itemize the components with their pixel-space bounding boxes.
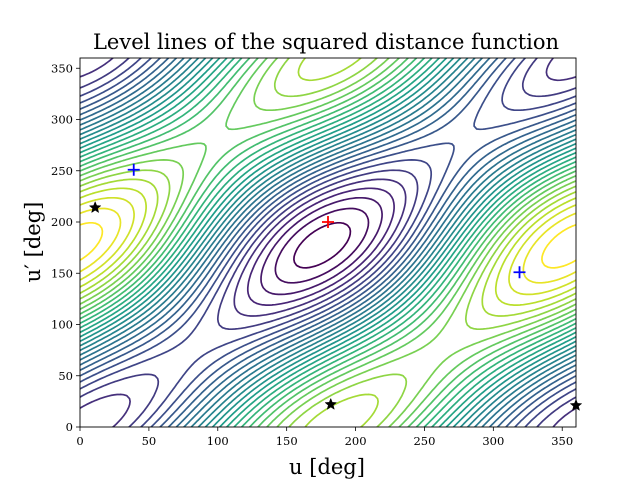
x-tick-label: 300 — [482, 434, 504, 448]
contour-level — [80, 58, 576, 427]
y-tick-label: 0 — [66, 420, 73, 434]
x-tick-label: 100 — [207, 434, 229, 448]
y-tick-label: 250 — [51, 164, 73, 178]
x-tick-label: 250 — [413, 434, 435, 448]
contour-level — [80, 58, 576, 427]
contour-lines — [80, 58, 576, 427]
contour-level — [80, 58, 576, 427]
contour-level — [80, 58, 576, 427]
contour-level — [80, 58, 576, 427]
contour-level — [80, 58, 576, 427]
contour-level — [80, 58, 576, 427]
contour-level — [80, 196, 576, 296]
contour-level — [80, 58, 576, 427]
contour-level — [260, 196, 383, 296]
contour-level — [80, 207, 576, 284]
x-tick-label: 50 — [142, 434, 157, 448]
contour-level — [80, 58, 576, 427]
contour-level — [80, 187, 576, 306]
contour-level — [80, 221, 576, 269]
minimum-marker — [324, 397, 338, 410]
saddle-marker — [513, 266, 526, 279]
x-tick-label: 350 — [551, 434, 573, 448]
plot-frame — [79, 57, 577, 428]
contour-level — [80, 58, 576, 427]
critical-point-markers — [88, 163, 583, 411]
saddle-marker — [127, 163, 140, 176]
y-axis-label: u′ [deg] — [21, 202, 45, 283]
contour-level — [246, 187, 395, 306]
contour-level — [274, 207, 370, 284]
maximum-marker — [322, 216, 334, 228]
contour-level — [80, 58, 576, 427]
x-tick-label: 0 — [76, 434, 83, 448]
minimum-marker — [88, 200, 102, 214]
contour-level — [80, 58, 576, 427]
contour-level — [80, 58, 576, 427]
y-tick-label: 50 — [58, 369, 73, 383]
y-tick-label: 300 — [51, 113, 73, 127]
contour-level — [80, 58, 576, 427]
y-axis-ticks: 0 50 100 150 200 250 300 350 — [51, 61, 80, 434]
y-tick-label: 200 — [51, 215, 73, 229]
contour-level — [80, 58, 576, 427]
x-tick-label: 150 — [276, 434, 298, 448]
contour-level — [293, 221, 352, 269]
contour-level — [80, 58, 576, 427]
x-tick-label: 200 — [345, 434, 367, 448]
x-axis-ticks: 0 50 100 150 200 250 300 350 — [76, 427, 573, 448]
contour-level — [80, 58, 576, 427]
y-tick-label: 100 — [51, 318, 73, 332]
x-axis-label: u [deg] — [289, 455, 365, 479]
y-tick-label: 350 — [51, 61, 73, 75]
chart-title: Level lines of the squared distance func… — [93, 30, 559, 54]
y-tick-label: 150 — [51, 266, 73, 280]
